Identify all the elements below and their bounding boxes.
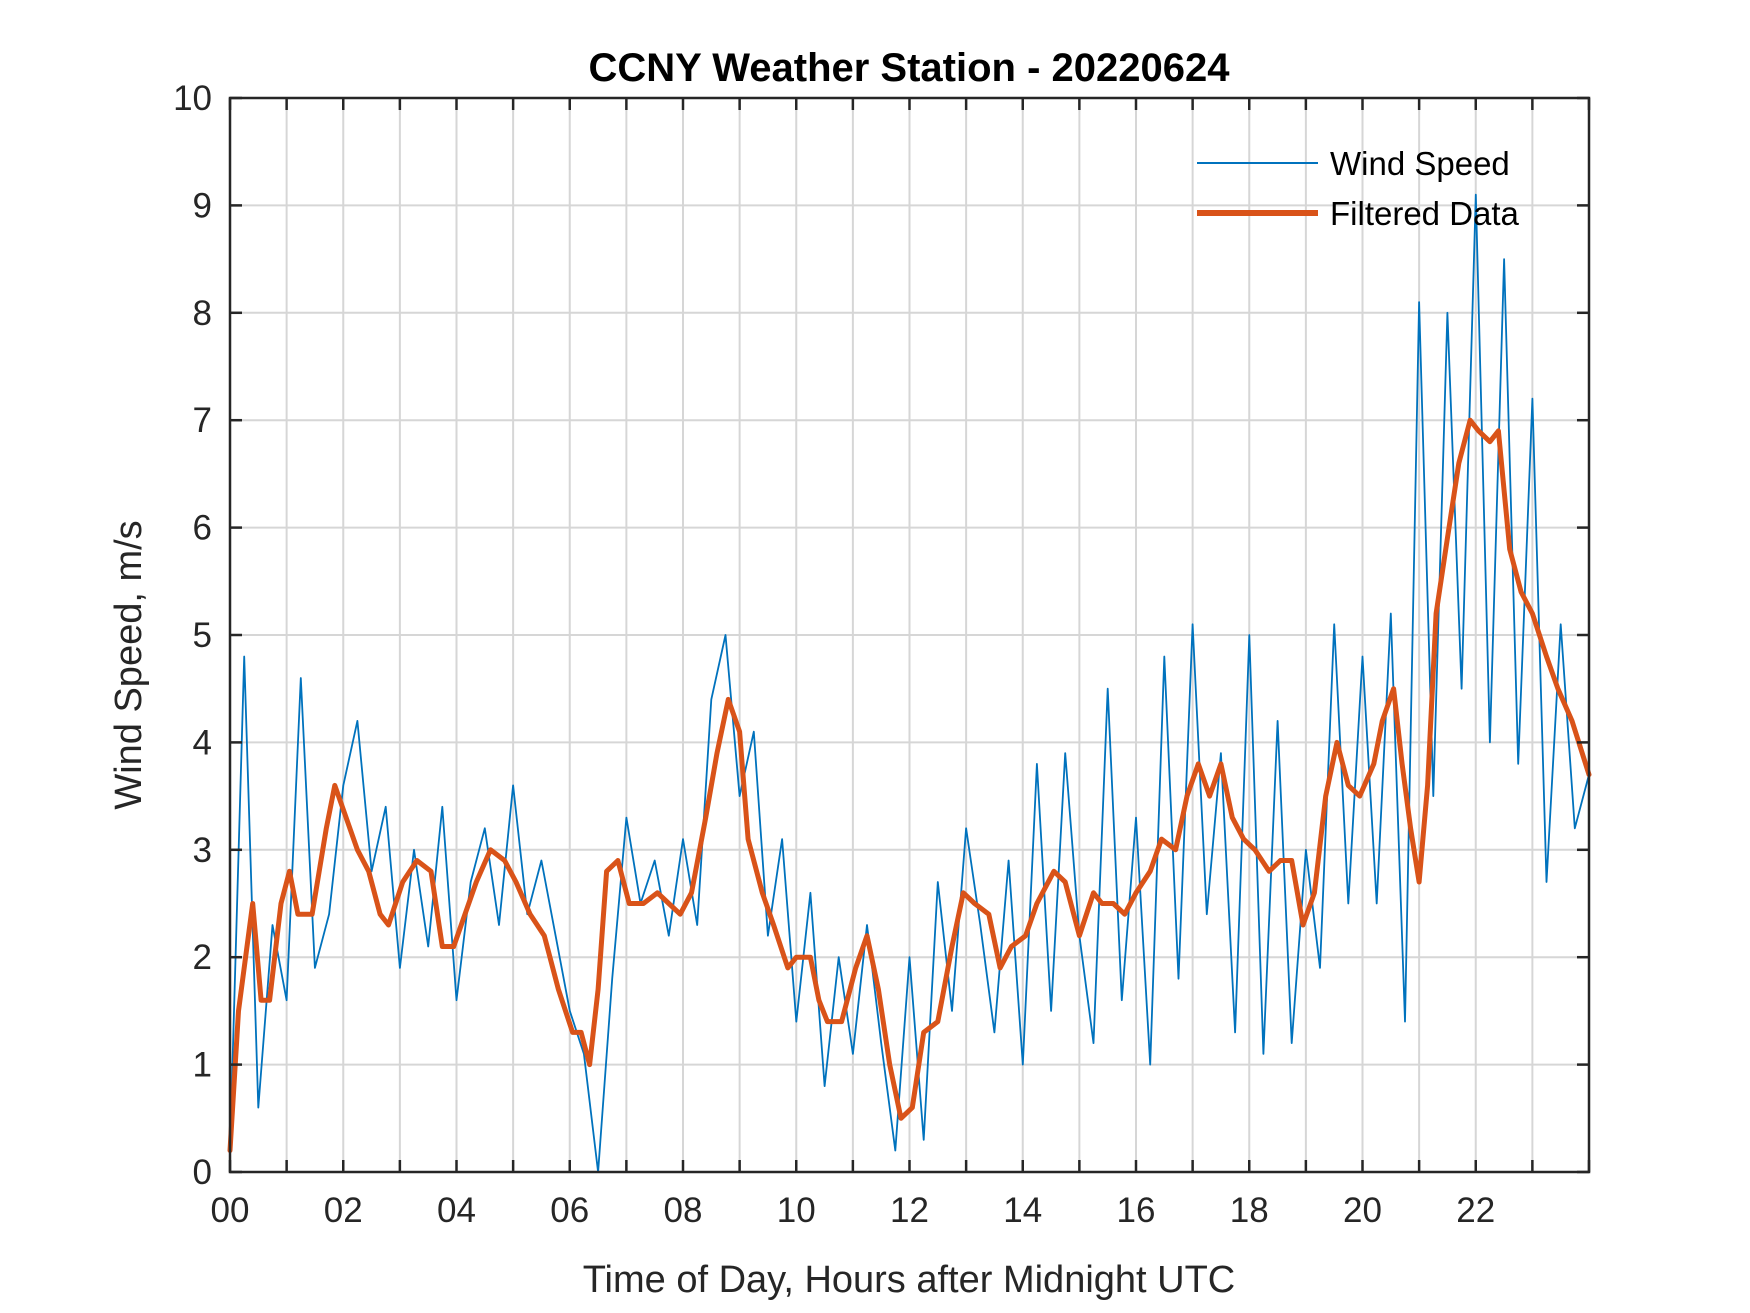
y-tick-label: 4 <box>193 723 212 762</box>
x-tick-label: 00 <box>211 1191 250 1230</box>
y-tick-label: 7 <box>193 401 212 440</box>
y-tick-label: 1 <box>193 1046 212 1085</box>
series-layer <box>227 193 1592 1173</box>
x-tick-label: 18 <box>1230 1191 1269 1230</box>
y-tick-label: 8 <box>193 294 212 333</box>
legend: Wind Speed Filtered Data <box>1197 145 1520 232</box>
axis-ticks <box>228 96 1591 1174</box>
y-tick-label: 2 <box>193 938 212 977</box>
x-tick-label: 16 <box>1117 1191 1156 1230</box>
x-tick-label: 12 <box>890 1191 929 1230</box>
y-tick-label: 10 <box>173 79 212 118</box>
y-tick-label: 3 <box>193 831 212 870</box>
x-tick-label: 02 <box>324 1191 363 1230</box>
x-axis-label: Time of Day, Hours after Midnight UTC <box>583 1259 1236 1301</box>
x-tick-label: 14 <box>1003 1191 1042 1230</box>
x-tick-label: 22 <box>1456 1191 1495 1230</box>
x-tick-label: 06 <box>550 1191 589 1230</box>
y-tick-label: 5 <box>193 616 212 655</box>
x-tick-label: 08 <box>664 1191 703 1230</box>
x-tick-label: 10 <box>777 1191 816 1230</box>
y-tick-label: 9 <box>193 186 212 225</box>
y-tick-label: 0 <box>193 1153 212 1192</box>
legend-label-filtered-data: Filtered Data <box>1330 195 1520 232</box>
x-tick-label: 04 <box>437 1191 476 1230</box>
chart-title: CCNY Weather Station - 20220624 <box>589 46 1231 90</box>
y-tick-label: 6 <box>193 509 212 548</box>
x-tick-label: 20 <box>1343 1191 1382 1230</box>
y-axis-label: Wind Speed, m/s <box>108 520 150 809</box>
series-line-filtered-data <box>227 417 1592 1153</box>
legend-label-wind-speed: Wind Speed <box>1330 145 1510 182</box>
series-line-wind-speed <box>229 193 1590 1173</box>
